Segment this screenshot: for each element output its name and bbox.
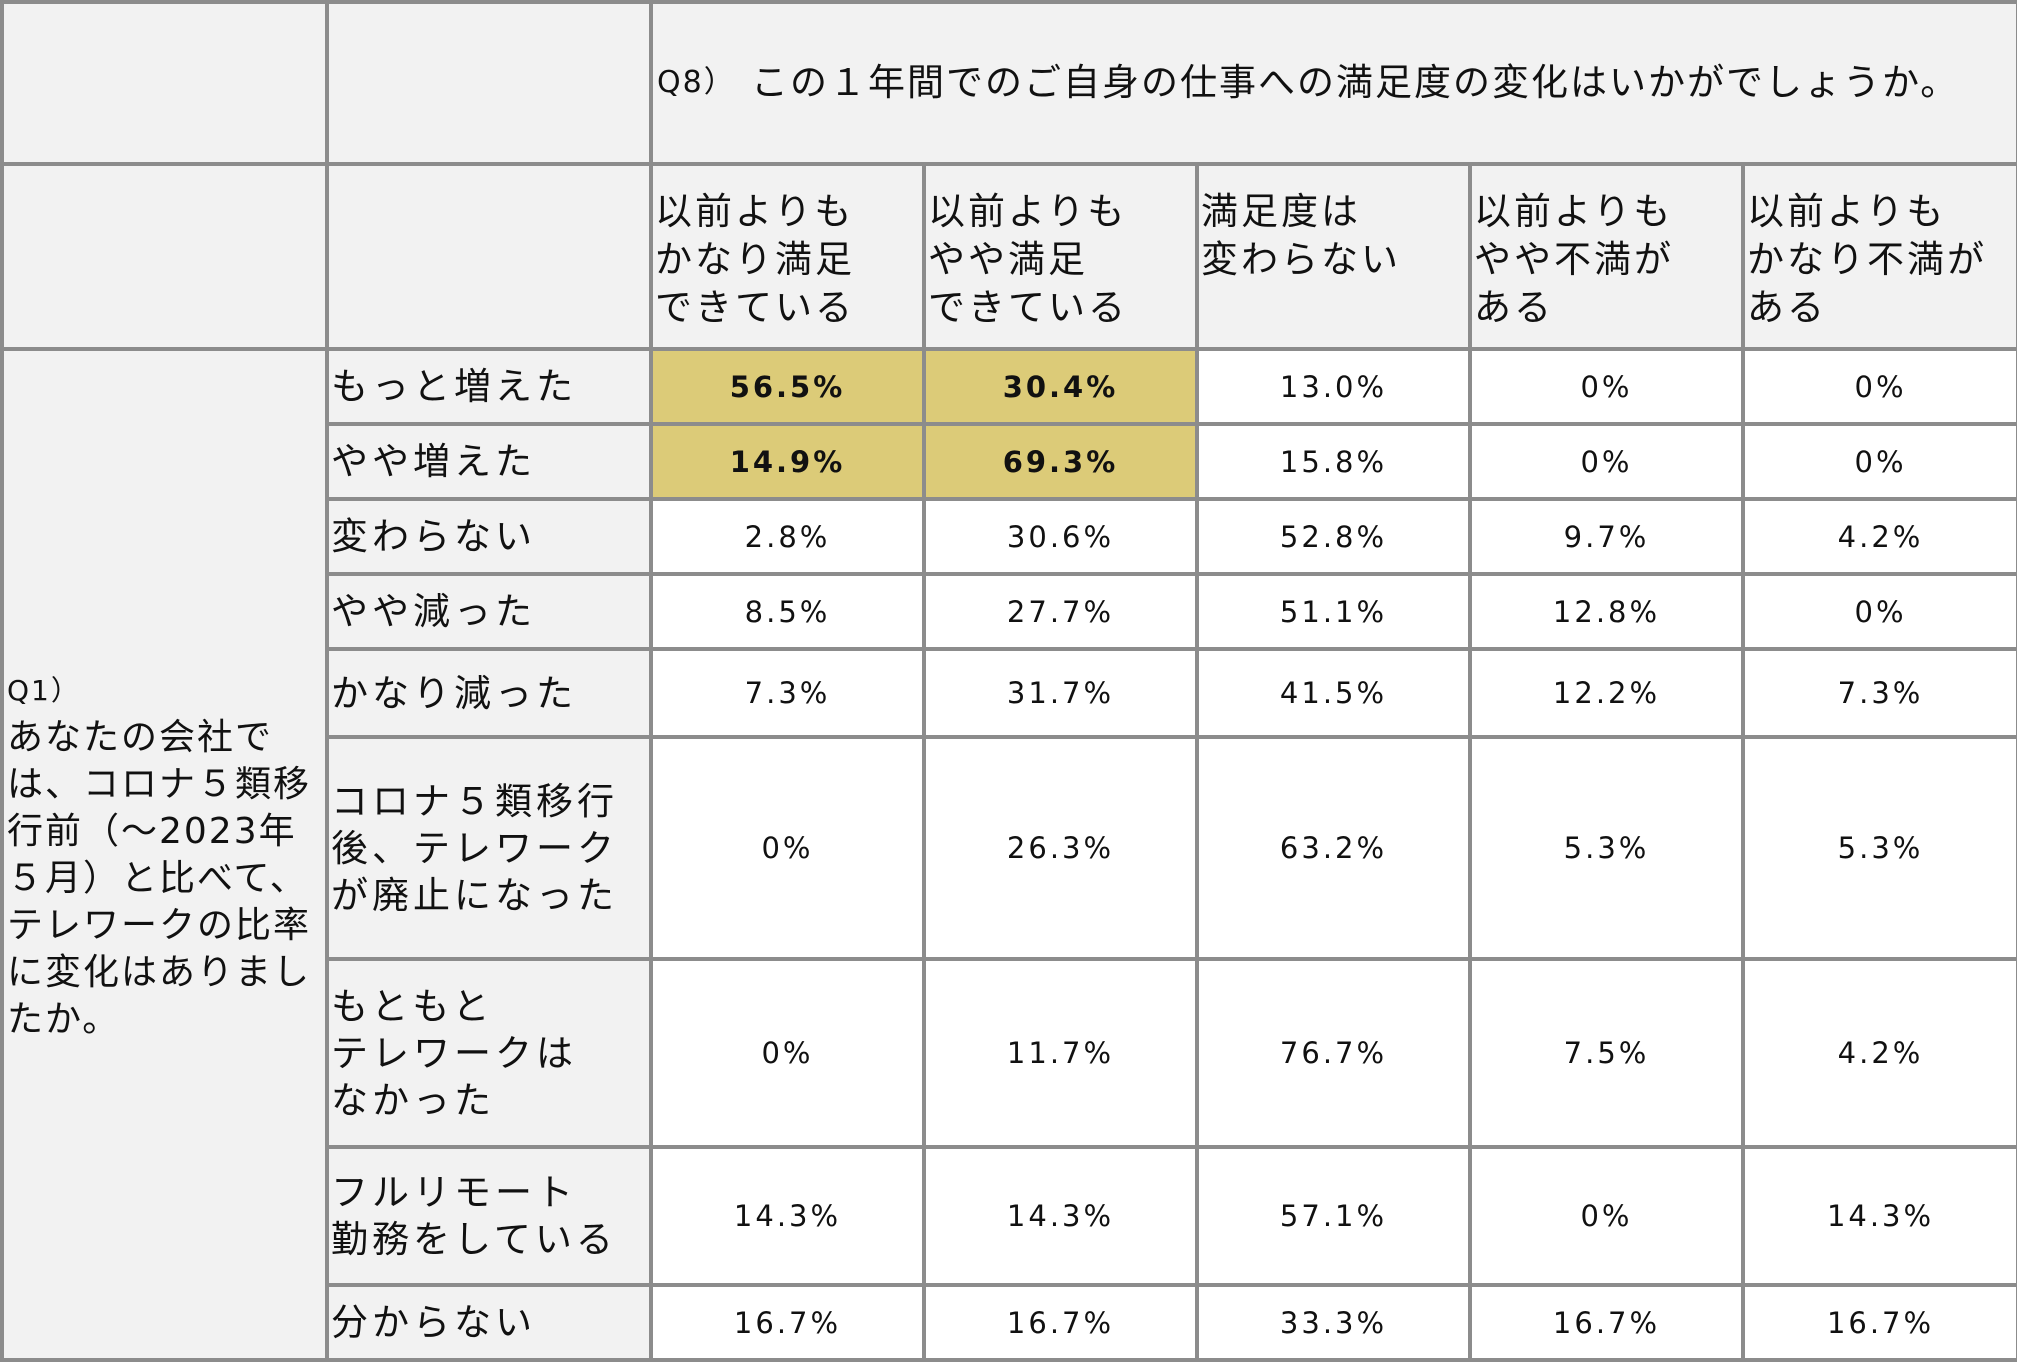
value-cell: 0% xyxy=(649,957,926,1149)
q8-number: Q8） xyxy=(657,65,736,100)
value-cell: 57.1% xyxy=(1195,1145,1472,1287)
value-cell: 0% xyxy=(1740,572,2017,651)
value-cell: 30.6% xyxy=(922,497,1199,576)
value-cell: 4.2% xyxy=(1740,957,2017,1149)
column-header: 以前よりも かなり不満が ある xyxy=(1740,162,2017,351)
question-header-row: Q8） この１年間でのご自身の仕事への満足度の変化はいかがでしょうか。 xyxy=(0,0,2017,166)
value-cell: 12.2% xyxy=(1468,647,1745,739)
highlighted-value-cell: 56.5% xyxy=(649,347,926,426)
value-cell: 4.2% xyxy=(1740,497,2017,576)
value-cell: 14.3% xyxy=(649,1145,926,1287)
value-cell: 16.7% xyxy=(649,1283,926,1362)
value-cell: 8.5% xyxy=(649,572,926,651)
table-row: やや増えた 14.9% 69.3% 15.8% 0% 0% xyxy=(2,422,2017,501)
highlighted-value-cell: 30.4% xyxy=(922,347,1199,426)
row-header: やや増えた xyxy=(325,422,653,501)
table-row: Q1） あなたの会社では、コロナ５類移行前（～2023年５月）と比べて、テレワーク… xyxy=(0,347,2017,1362)
corner-cell-mid-right xyxy=(325,162,653,351)
row-header: かなり減った xyxy=(325,647,653,739)
value-cell: 0% xyxy=(1468,347,1745,426)
value-cell: 15.8% xyxy=(1195,422,1472,501)
value-cell: 0% xyxy=(1740,347,2017,426)
value-cell: 7.3% xyxy=(649,647,926,739)
table-row: 分からない 16.7% 16.7% 33.3% 16.7% 16.7% xyxy=(2,1283,2017,1362)
column-header: 以前よりも かなり満足 できている xyxy=(649,162,926,351)
highlighted-value-cell: 69.3% xyxy=(922,422,1199,501)
value-cell: 14.3% xyxy=(1740,1145,2017,1287)
value-cell: 5.3% xyxy=(1468,735,1745,961)
row-header: もっと増えた xyxy=(325,347,653,426)
column-header: 以前よりも やや満足 できている xyxy=(922,162,1199,351)
row-header: やや減った xyxy=(325,572,653,651)
corner-cell-mid-left xyxy=(0,162,329,351)
row-header: コロナ５類移行 後、テレワーク が廃止になった xyxy=(325,735,653,961)
value-cell: 16.7% xyxy=(1468,1283,1745,1362)
value-cell: 33.3% xyxy=(1195,1283,1472,1362)
column-header: 以前よりも やや不満が ある xyxy=(1468,162,1745,351)
value-cell: 16.7% xyxy=(1740,1283,2017,1362)
value-cell: 16.7% xyxy=(922,1283,1199,1362)
row-header: 変わらない xyxy=(325,497,653,576)
q8-question-text: この１年間でのご自身の仕事への満足度の変化はいかがでしょうか。 xyxy=(751,61,1960,104)
row-header: 分からない xyxy=(325,1283,653,1362)
value-cell: 26.3% xyxy=(922,735,1199,961)
column-header: 満足度は 変わらない xyxy=(1195,162,1472,351)
highlighted-value-cell: 14.9% xyxy=(649,422,926,501)
value-cell: 63.2% xyxy=(1195,735,1472,961)
q1-number: Q1） xyxy=(7,673,81,707)
value-cell: 14.3% xyxy=(922,1145,1199,1287)
table-row: フルリモート 勤務をしている 14.3% 14.3% 57.1% 0% 14.3% xyxy=(2,1145,2017,1287)
value-cell: 13.0% xyxy=(1195,347,1472,426)
table-row: かなり減った 7.3% 31.7% 41.5% 12.2% 7.3% xyxy=(2,647,2017,739)
table-row: コロナ５類移行 後、テレワーク が廃止になった 0% 26.3% 63.2% 5.3% 5… xyxy=(2,735,2017,961)
value-cell: 5.3% xyxy=(1740,735,2017,961)
corner-cell-top-right xyxy=(325,0,653,166)
value-cell: 51.1% xyxy=(1195,572,1472,651)
value-cell: 0% xyxy=(1468,422,1745,501)
value-cell: 27.7% xyxy=(922,572,1199,651)
value-cell: 0% xyxy=(1740,422,2017,501)
q1-question-text: あなたの会社では、コロナ５類移行前（～2023年５月）と比べて、テレワークの比率… xyxy=(7,716,312,1040)
table-row: 変わらない 2.8% 30.6% 52.8% 9.7% 4.2% xyxy=(2,497,2017,576)
row-header: フルリモート 勤務をしている xyxy=(325,1145,653,1287)
table-row: もともと テレワークは なかった 0% 11.7% 76.7% 7.5% 4.2% xyxy=(2,957,2017,1149)
q8-question-cell: Q8） この１年間でのご自身の仕事への満足度の変化はいかがでしょうか。 xyxy=(648,0,2017,166)
value-cell: 12.8% xyxy=(1468,572,1745,651)
value-cell: 0% xyxy=(649,735,926,961)
value-cell: 76.7% xyxy=(1195,957,1472,1149)
value-cell: 31.7% xyxy=(922,647,1199,739)
row-header: もともと テレワークは なかった xyxy=(325,957,653,1149)
value-cell: 7.3% xyxy=(1740,647,2017,739)
value-cell: 11.7% xyxy=(922,957,1199,1149)
q1-question-cell: Q1） あなたの会社では、コロナ５類移行前（～2023年５月）と比べて、テレワーク… xyxy=(0,347,329,1362)
value-cell: 7.5% xyxy=(1468,957,1745,1149)
table-row: やや減った 8.5% 27.7% 51.1% 12.8% 0% xyxy=(2,572,2017,651)
value-cell: 41.5% xyxy=(1195,647,1472,739)
value-cell: 2.8% xyxy=(649,497,926,576)
value-cell: 9.7% xyxy=(1468,497,1745,576)
column-header-row: 以前よりも かなり満足 できている 以前よりも やや満足 できている 満足度は … xyxy=(0,162,2017,351)
corner-cell-top-left xyxy=(0,0,329,166)
value-cell: 0% xyxy=(1468,1145,1745,1287)
value-cell: 52.8% xyxy=(1195,497,1472,576)
